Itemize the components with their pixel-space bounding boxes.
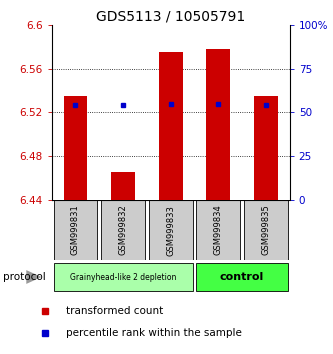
Bar (64, 96, 87, 200)
Bar (244, 200, 288, 260)
Bar (54, 200, 97, 260)
Text: GSM999831: GSM999831 (71, 205, 80, 256)
Text: protocol: protocol (3, 272, 46, 282)
Text: GSM999835: GSM999835 (261, 205, 270, 256)
Bar (111, 172, 135, 200)
Bar (196, 200, 240, 260)
Title: GDS5113 / 10505791: GDS5113 / 10505791 (96, 10, 245, 24)
Polygon shape (26, 270, 41, 284)
Bar (54, 263, 192, 291)
Text: GSM999833: GSM999833 (166, 205, 175, 256)
Bar (254, 96, 278, 200)
Bar (206, 49, 230, 200)
Text: Grainyhead-like 2 depletion: Grainyhead-like 2 depletion (70, 273, 176, 281)
Text: control: control (220, 272, 264, 282)
Bar (196, 263, 288, 291)
Text: percentile rank within the sample: percentile rank within the sample (66, 328, 241, 338)
Bar (149, 200, 192, 260)
Text: GSM999834: GSM999834 (214, 205, 223, 256)
Text: transformed count: transformed count (66, 306, 163, 316)
Bar (159, 52, 182, 200)
Bar (101, 200, 145, 260)
Text: GSM999832: GSM999832 (119, 205, 128, 256)
